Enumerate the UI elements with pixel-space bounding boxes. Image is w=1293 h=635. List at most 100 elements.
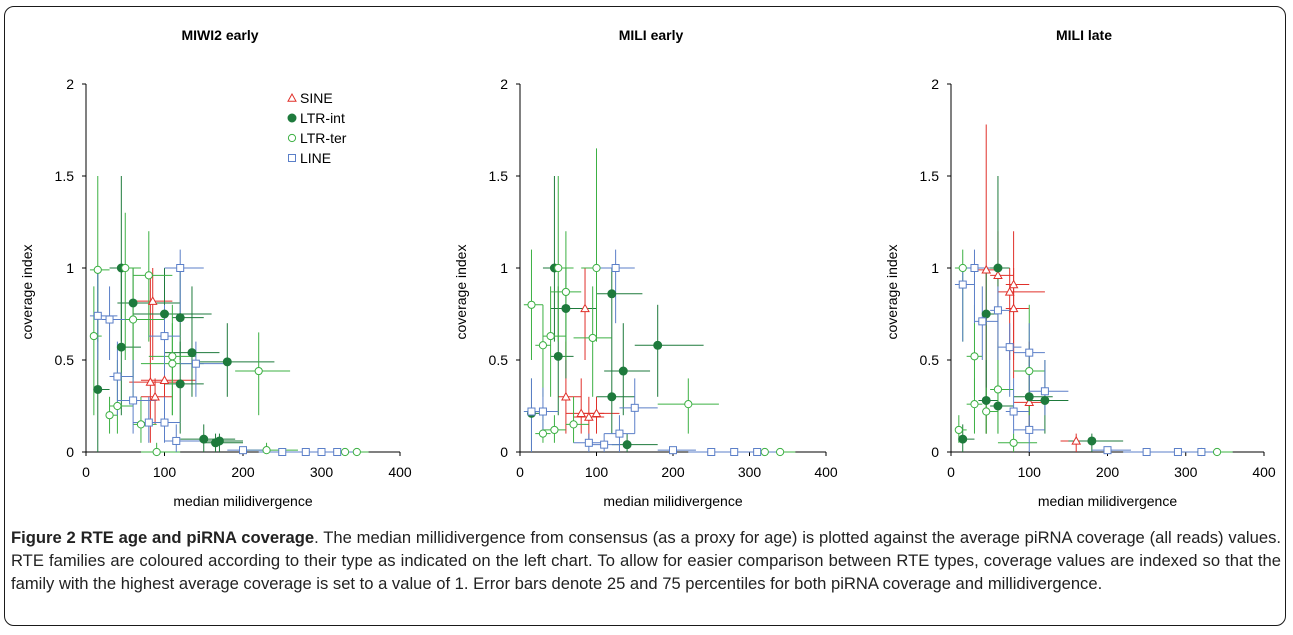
data-point-ltr-ter — [970, 352, 979, 361]
data-point-ltr-ter — [1009, 438, 1018, 447]
data-point-ltr-ter — [554, 263, 563, 273]
data-point-line — [669, 446, 677, 455]
x-tick-label: 200 — [231, 464, 255, 480]
x-tick-label: 400 — [1252, 464, 1276, 480]
x-axis-label: median milidivergence — [1038, 493, 1178, 509]
data-point-ltr-ter — [538, 429, 548, 438]
legend-label: SINE — [300, 90, 333, 106]
y-tick-label: 0 — [931, 444, 939, 460]
data-point-line — [160, 332, 169, 341]
y-axis-label: coverage index — [884, 245, 900, 340]
legend-marker-ltr-ter — [287, 133, 297, 143]
x-tick-label: 0 — [516, 464, 524, 480]
data-point-ltr-ter — [144, 271, 153, 280]
data-point-ltr-ter — [561, 287, 571, 297]
data-point-line — [105, 315, 114, 324]
y-tick-label: 0 — [66, 444, 74, 460]
data-point-line — [1173, 448, 1182, 456]
x-tick-label: 200 — [661, 464, 685, 480]
data-point-ltr-int — [128, 298, 138, 308]
caption-title: Figure 2 RTE age and piRNA coverage — [11, 528, 315, 547]
x-axis-label: median milidivergence — [603, 493, 743, 509]
data-point-line — [611, 264, 620, 272]
data-point-ltr-int — [222, 357, 232, 367]
data-point-ltr-ter — [1212, 447, 1222, 457]
data-point-ltr-ter — [136, 420, 146, 429]
data-point-line — [144, 418, 153, 427]
data-point-line — [93, 311, 102, 320]
data-point-ltr-ter — [254, 366, 263, 376]
data-point-line — [978, 317, 987, 326]
x-tick-label: 300 — [1174, 464, 1198, 480]
data-point-ltr-int — [160, 309, 169, 319]
data-point-sine — [1024, 397, 1035, 407]
data-point-sine — [580, 303, 590, 313]
data-point-line — [113, 372, 122, 381]
data-point-ltr-int — [993, 263, 1003, 273]
data-point-line — [730, 448, 739, 456]
data-point-line — [993, 306, 1002, 315]
legend-label: LINE — [300, 150, 331, 166]
data-point-ltr-ter — [121, 263, 130, 273]
data-point-ltr-int — [981, 309, 991, 319]
data-point-ltr-ter — [569, 420, 578, 429]
data-point-ltr-int — [1024, 392, 1034, 402]
data-point-line — [172, 436, 181, 445]
y-tick-label: 1.5 — [489, 168, 509, 184]
data-point-ltr-ter — [527, 300, 536, 309]
data-point-line — [191, 359, 200, 368]
data-point-ltr-int — [214, 436, 224, 446]
data-point-line — [707, 448, 716, 456]
data-point-ltr-int — [175, 379, 185, 389]
chart-title: MIWI2 early — [181, 27, 258, 43]
data-point-ltr-ter — [340, 447, 350, 457]
data-point-sine — [993, 270, 1003, 280]
data-point-sine — [1004, 286, 1015, 296]
y-tick-label: 2 — [66, 76, 74, 92]
chart-panel-1: MIWI2 early 0 0.5 1 1.5 2 0 100 200 300 400 median … — [19, 27, 412, 509]
y-axis-label: coverage index — [19, 245, 35, 340]
y-tick-label: 1 — [66, 260, 74, 276]
data-point-ltr-int — [553, 351, 563, 361]
data-point-ltr-int — [116, 342, 126, 352]
data-point-ltr-ter — [993, 385, 1003, 394]
x-tick-label: 100 — [153, 464, 177, 480]
data-point-sine — [561, 391, 571, 401]
data-point-ltr-ter — [93, 265, 102, 274]
data-point-line — [600, 440, 609, 449]
x-tick-label: 0 — [947, 464, 955, 480]
y-tick-label: 1.5 — [920, 168, 940, 184]
data-point-line — [958, 280, 967, 289]
data-point-sine — [145, 377, 156, 386]
y-tick-label: 1 — [500, 260, 508, 276]
data-point-line — [301, 448, 310, 456]
data-point-ltr-int — [993, 401, 1003, 411]
data-point-ltr-int — [1040, 395, 1050, 405]
data-point-ltr-ter — [105, 411, 114, 420]
data-point-sine — [1008, 303, 1019, 313]
y-tick-label: 0.5 — [489, 352, 509, 368]
data-point-ltr-int — [653, 340, 663, 350]
data-point-ltr-int — [187, 348, 197, 358]
data-point-ltr-ter — [970, 400, 979, 409]
data-point-line — [1142, 448, 1151, 456]
y-tick-label: 0.5 — [920, 352, 940, 368]
data-point-line — [527, 407, 536, 416]
legend-marker-ltr-int — [287, 113, 297, 123]
data-point-ltr-ter — [168, 352, 177, 361]
data-point-ltr-ter — [168, 359, 177, 368]
figure-frame — [4, 6, 1286, 626]
chart-legend: SINE LTR-int LTR-ter LINE — [287, 90, 347, 166]
data-point-ltr-int — [1087, 436, 1097, 446]
data-point-ltr-int — [958, 434, 968, 444]
data-point-ltr-ter — [152, 447, 161, 457]
data-point-ltr-ter — [982, 407, 991, 416]
caption-text: . The median millidivergence from consen… — [11, 528, 1281, 593]
data-point-sine — [147, 296, 158, 305]
data-point-line — [176, 264, 185, 272]
data-point-line — [1005, 343, 1014, 352]
data-point-ltr-ter — [89, 331, 98, 341]
y-tick-label: 0 — [500, 444, 508, 460]
legend-label: LTR-ter — [300, 130, 347, 146]
data-point-ltr-ter — [1025, 366, 1034, 376]
